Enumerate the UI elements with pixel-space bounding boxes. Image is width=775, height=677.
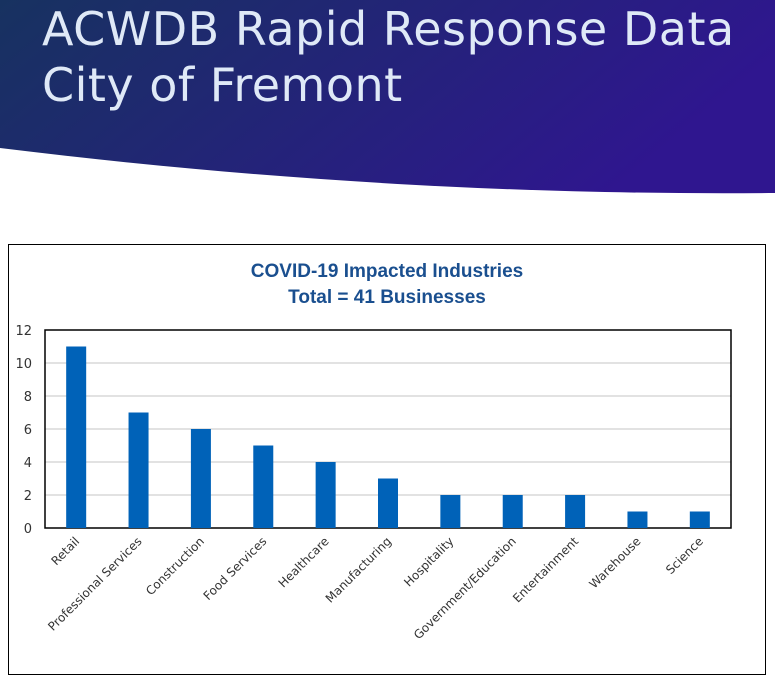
bar-entertainment (565, 495, 586, 528)
y-tick-label: 4 (24, 456, 32, 471)
chart-title-text: COVID-19 Impacted Industries (250, 261, 524, 282)
x-tick-label: Manufacturing (323, 534, 394, 605)
y-tick-label: 0 (24, 522, 32, 537)
y-tick-label: 2 (24, 489, 32, 504)
header-banner (0, 0, 775, 194)
x-tick-label: Construction (143, 534, 207, 598)
y-tick-label: 6 (24, 423, 32, 438)
bar-warehouse (627, 511, 648, 528)
bar-government-education (502, 495, 523, 528)
chart-frame: COVID-19 Impacted Industries Total = 41 … (8, 244, 766, 675)
x-tick-label: Entertainment (510, 534, 581, 605)
bar-retail (66, 346, 87, 528)
slide-title-line1: ACWDB Rapid Response Data (42, 2, 735, 56)
chart-subtitle: Total = 41 Businesses (288, 287, 486, 308)
x-tick-label: Science (663, 534, 706, 577)
slide-title-line2: City of Fremont (42, 58, 403, 112)
chart-title: COVID-19 Impacted Industries Total = 41 … (9, 259, 765, 311)
x-tick-label: Government/Education (411, 534, 519, 642)
x-tick-label: Healthcare (276, 534, 332, 590)
x-tick-label: Food Services (201, 534, 270, 603)
bar-manufacturing (378, 478, 398, 528)
y-tick-label: 12 (15, 324, 32, 339)
bar-construction (190, 429, 211, 528)
y-tick-label: 8 (24, 390, 32, 405)
y-tick-label: 10 (15, 357, 32, 372)
bar-professional-services (128, 412, 149, 528)
x-tick-label: Hospitality (401, 534, 456, 589)
x-tick-label: Retail (48, 534, 82, 568)
bar-science (689, 511, 710, 528)
bar-hospitality (440, 495, 461, 528)
x-tick-label: Warehouse (587, 534, 644, 591)
bar-healthcare (315, 462, 336, 528)
bar-food-services (253, 445, 274, 528)
